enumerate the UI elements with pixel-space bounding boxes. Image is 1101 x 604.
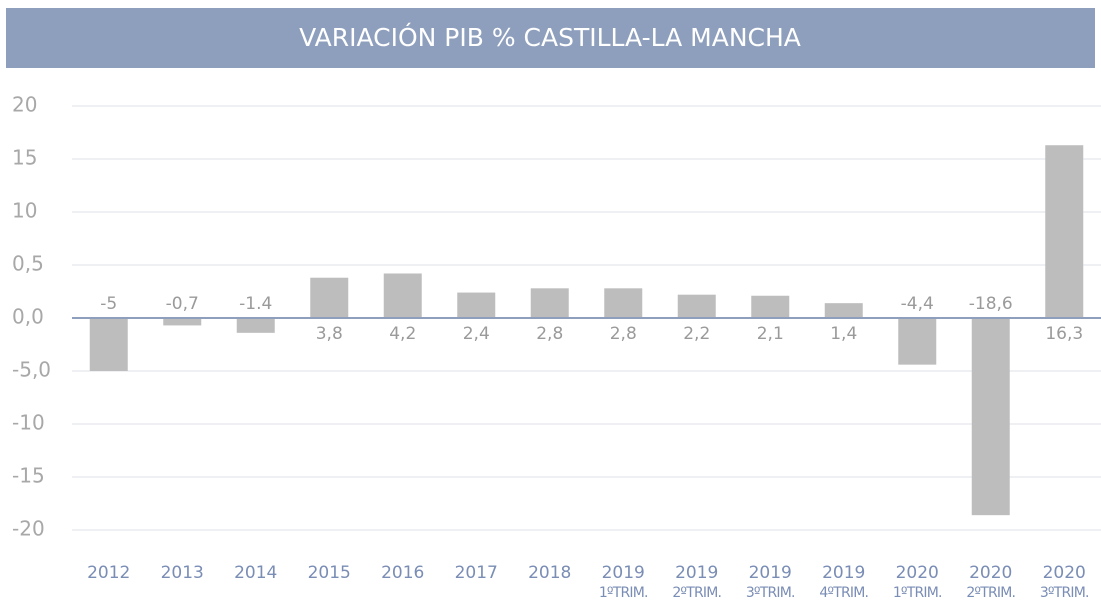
x-tick-label: 2017 xyxy=(455,563,498,583)
title-bar xyxy=(6,8,1095,68)
bar xyxy=(677,294,716,318)
chart-title: VARIACIÓN PIB % CASTILLA-LA MANCHA xyxy=(299,22,801,52)
bar xyxy=(604,288,643,318)
y-tick-label: 0,0 xyxy=(12,305,44,329)
x-tick-label: 3ºTRIM. xyxy=(1040,585,1089,601)
x-tick-label: 2012 xyxy=(87,563,130,583)
data-label: 16,3 xyxy=(1045,324,1083,344)
bar xyxy=(383,273,422,318)
data-label: 3,8 xyxy=(316,324,343,344)
x-tick-label: 2020 xyxy=(1043,563,1086,583)
data-label: 1,4 xyxy=(830,324,857,344)
x-tick-label: 1ºTRIM. xyxy=(893,585,942,601)
x-tick-label: 2ºTRIM. xyxy=(672,585,721,601)
x-tick-label: 2ºTRIM. xyxy=(966,585,1015,601)
bar xyxy=(1045,145,1084,318)
x-tick-label: 2018 xyxy=(528,563,571,583)
bar xyxy=(971,318,1010,516)
x-tick-label: 3ºTRIM. xyxy=(746,585,795,601)
data-label: 2,4 xyxy=(463,324,490,344)
data-label: 2,2 xyxy=(683,324,710,344)
x-tick-label: 2020 xyxy=(969,563,1012,583)
y-tick-label: 10 xyxy=(12,199,37,223)
y-tick-label: 0,5 xyxy=(12,252,44,276)
x-tick-label: 2019 xyxy=(822,563,865,583)
bar xyxy=(824,303,863,318)
x-tick-label: 2019 xyxy=(749,563,792,583)
y-tick-label: 15 xyxy=(12,146,37,170)
x-tick-label: 2020 xyxy=(896,563,939,583)
y-tick-label: -5,0 xyxy=(12,358,51,382)
bar xyxy=(530,288,569,318)
data-label: 2,8 xyxy=(610,324,637,344)
y-tick-label: -20 xyxy=(12,517,45,541)
y-tick-label: 20 xyxy=(12,93,37,117)
bar xyxy=(236,318,275,333)
x-tick-label: 2019 xyxy=(602,563,645,583)
x-tick-label: 2016 xyxy=(381,563,424,583)
data-label: -18,6 xyxy=(969,294,1013,314)
data-label: 2,8 xyxy=(536,324,563,344)
bar xyxy=(163,318,202,326)
x-tick-label: 2015 xyxy=(308,563,351,583)
data-label: -4,4 xyxy=(901,294,934,314)
bar xyxy=(89,318,128,371)
x-tick-label: 2013 xyxy=(161,563,204,583)
data-label: -1.4 xyxy=(239,294,272,314)
data-label: 4,2 xyxy=(389,324,416,344)
data-label: 2,1 xyxy=(757,324,784,344)
data-label: -0,7 xyxy=(166,294,199,314)
bar xyxy=(457,292,496,318)
x-tick-label: 2019 xyxy=(675,563,718,583)
bar xyxy=(310,277,349,318)
x-tick-label: 2014 xyxy=(234,563,277,583)
bar xyxy=(751,295,790,318)
y-tick-label: -15 xyxy=(12,464,45,488)
data-label: -5 xyxy=(100,294,117,314)
x-tick-label: 4ºTRIM. xyxy=(819,585,868,601)
y-tick-label: -10 xyxy=(12,411,45,435)
x-tick-label: 1ºTRIM. xyxy=(599,585,648,601)
bar xyxy=(898,318,937,365)
